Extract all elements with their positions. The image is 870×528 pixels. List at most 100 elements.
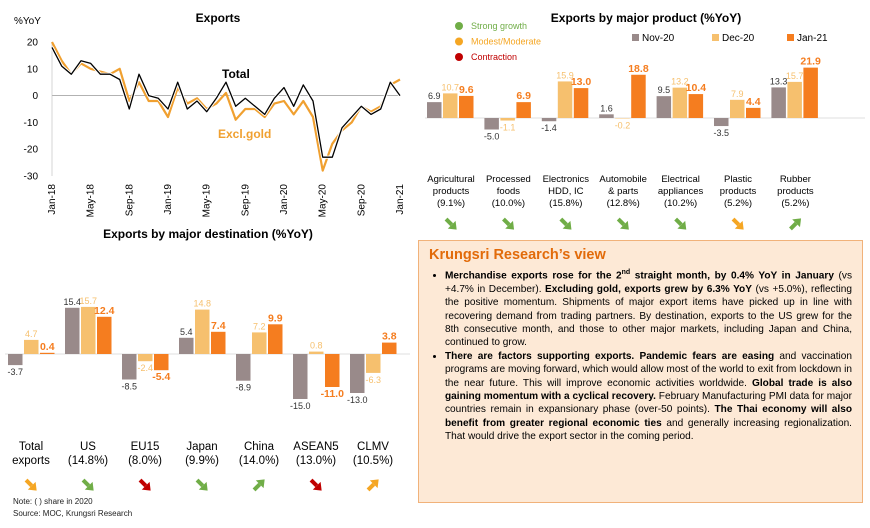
view-title: Krungsri Research’s view [429, 247, 606, 263]
bar [443, 93, 458, 118]
bar-value-label: -2.4 [137, 363, 153, 373]
bar [672, 87, 688, 118]
arrow-head [447, 220, 457, 230]
bar [803, 67, 818, 118]
bar-value-label: -3.7 [7, 367, 23, 377]
bar-value-label: 1.6 [600, 103, 613, 113]
bar-value-label: -5.4 [152, 371, 170, 383]
bar [599, 114, 614, 118]
trend-arrow-icon [366, 479, 379, 492]
x-tick-label: Jan-21 [395, 184, 406, 215]
trend-arrow-icon [24, 478, 37, 491]
bar [138, 354, 153, 362]
x-tick-label: May-18 [86, 184, 97, 218]
view-bullet-1: Merchandise exports rose for the 2nd str… [445, 266, 852, 350]
view-bullets: Merchandise exports rose for the 2nd str… [429, 266, 852, 444]
bar [771, 87, 786, 118]
bar [97, 316, 112, 354]
bar-value-label: 3.8 [382, 331, 397, 343]
category-label: (14.0%) [239, 455, 279, 467]
bar-value-label: 5.4 [180, 327, 193, 337]
legend-dot [455, 53, 463, 61]
y-axis-label: %YoY [14, 16, 41, 27]
series-label-exgold: Excl.gold [218, 127, 271, 141]
arrow-shaft [309, 478, 319, 488]
bar [40, 352, 55, 354]
legend-dot [455, 37, 463, 46]
bar [81, 306, 96, 354]
category-label: Processed [486, 174, 531, 185]
category-label: (14.8%) [68, 455, 108, 467]
bar [293, 354, 308, 399]
category-label: products [433, 186, 470, 197]
bar-value-label: 6.9 [428, 91, 441, 101]
trend-arrow-icon [502, 217, 515, 230]
category-label: HDD, IC [548, 186, 584, 197]
bar-value-label: 13.2 [671, 77, 689, 87]
bar [484, 118, 499, 130]
bar-value-label: -8.5 [121, 382, 137, 392]
trend-arrow-icon [731, 217, 744, 230]
legend-series-label: Nov-20 [642, 33, 675, 44]
bar-value-label: 13.0 [571, 76, 592, 88]
bar-value-label: 14.8 [193, 299, 211, 309]
arrow-head [255, 479, 265, 489]
category-label: EU15 [131, 441, 160, 453]
bar-value-label: 4.7 [25, 329, 38, 339]
category-label: Electrical [661, 174, 700, 185]
bar-value-label: 15.7 [79, 296, 97, 306]
x-tick-label: Sep-18 [124, 184, 135, 217]
category-label: (5.2%) [724, 198, 752, 209]
series-label-total: Total [222, 67, 250, 81]
bar-value-label: -13.0 [347, 395, 368, 405]
bar-value-label: -3.5 [713, 128, 729, 138]
category-label: US [80, 441, 96, 453]
arrow-head [141, 481, 151, 491]
bar-value-label: 7.9 [731, 89, 744, 99]
arrow-shaft [559, 217, 568, 227]
category-label: Plastic [724, 174, 752, 185]
bar-value-label: 15.7 [786, 71, 804, 81]
bar-value-label: 10.7 [441, 82, 459, 92]
trend-arrow-icon [674, 217, 687, 230]
bar-value-label: -6.3 [365, 375, 381, 385]
y-tick-label: 20 [27, 38, 39, 49]
x-tick-label: Jan-19 [163, 184, 174, 215]
bar [541, 118, 557, 122]
category-label: Total [19, 441, 43, 453]
arrow-shaft [366, 482, 376, 492]
destination-bar-chart: Exports by major destination (%YoY) -3.7 4… [5, 227, 410, 492]
bar [688, 94, 704, 118]
x-tick-label: May-20 [318, 184, 329, 218]
arrow-shaft [138, 478, 148, 488]
bar [730, 99, 745, 118]
arrow-head [792, 218, 802, 228]
bar [8, 354, 23, 366]
chart-title: Exports by major destination (%YoY) [103, 227, 313, 241]
arrow-head [677, 220, 687, 230]
chart-title: Exports by major product (%YoY) [551, 11, 741, 25]
legend-series-label: Jan-21 [797, 33, 828, 44]
bar-value-label: 21.9 [800, 56, 821, 68]
category-label: Agricultural [427, 174, 475, 185]
x-tick-label: Sep-20 [356, 184, 367, 217]
bar [746, 107, 761, 118]
trend-arrow-icon [81, 478, 94, 491]
note-text: Note: ( ) share in 2020 [13, 497, 93, 506]
bar-value-label: 7.4 [211, 320, 226, 332]
bar-value-label: 9.9 [268, 312, 283, 324]
legend-status-label: Modest/Moderate [471, 37, 541, 47]
bar-value-label: 10.4 [686, 82, 707, 94]
bar [24, 339, 39, 354]
view-bullet-2: There are factors supporting exports. Pa… [445, 350, 852, 444]
bar [309, 351, 324, 354]
arrow-head [734, 220, 744, 230]
arrow-shaft [24, 478, 34, 488]
x-tick-label: May-19 [202, 184, 213, 218]
y-tick-label: 0 [32, 91, 38, 102]
arrow-head [27, 481, 37, 491]
bar [714, 118, 729, 127]
bar [516, 102, 531, 118]
y-tick-label: -30 [24, 172, 39, 183]
y-tick-label: -20 [24, 145, 39, 156]
